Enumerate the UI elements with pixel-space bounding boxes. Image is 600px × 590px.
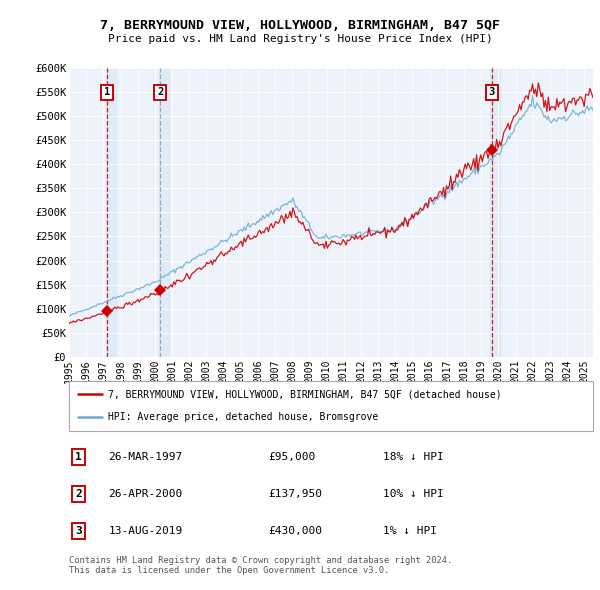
Text: 1% ↓ HPI: 1% ↓ HPI [383, 526, 437, 536]
Text: 7, BERRYMOUND VIEW, HOLLYWOOD, BIRMINGHAM, B47 5QF (detached house): 7, BERRYMOUND VIEW, HOLLYWOOD, BIRMINGHA… [108, 389, 502, 399]
Text: 13-AUG-2019: 13-AUG-2019 [108, 526, 182, 536]
Text: £137,950: £137,950 [268, 489, 322, 499]
Text: 2: 2 [75, 489, 82, 499]
Text: HPI: Average price, detached house, Bromsgrove: HPI: Average price, detached house, Brom… [108, 412, 379, 422]
Bar [159, 68, 169, 357]
Text: 1: 1 [104, 87, 110, 97]
Bar [106, 68, 116, 357]
Text: 26-MAR-1997: 26-MAR-1997 [108, 453, 182, 463]
Text: £95,000: £95,000 [268, 453, 315, 463]
Text: 3: 3 [488, 87, 495, 97]
Text: 2: 2 [157, 87, 163, 97]
Text: 1: 1 [75, 453, 82, 463]
Bar [490, 68, 500, 357]
Text: 3: 3 [75, 526, 82, 536]
Text: Price paid vs. HM Land Registry's House Price Index (HPI): Price paid vs. HM Land Registry's House … [107, 34, 493, 44]
FancyBboxPatch shape [69, 381, 593, 431]
Text: Contains HM Land Registry data © Crown copyright and database right 2024.
This d: Contains HM Land Registry data © Crown c… [69, 556, 452, 575]
Text: 18% ↓ HPI: 18% ↓ HPI [383, 453, 444, 463]
Text: 26-APR-2000: 26-APR-2000 [108, 489, 182, 499]
Text: 10% ↓ HPI: 10% ↓ HPI [383, 489, 444, 499]
Text: £430,000: £430,000 [268, 526, 322, 536]
Text: 7, BERRYMOUND VIEW, HOLLYWOOD, BIRMINGHAM, B47 5QF: 7, BERRYMOUND VIEW, HOLLYWOOD, BIRMINGHA… [100, 19, 500, 32]
